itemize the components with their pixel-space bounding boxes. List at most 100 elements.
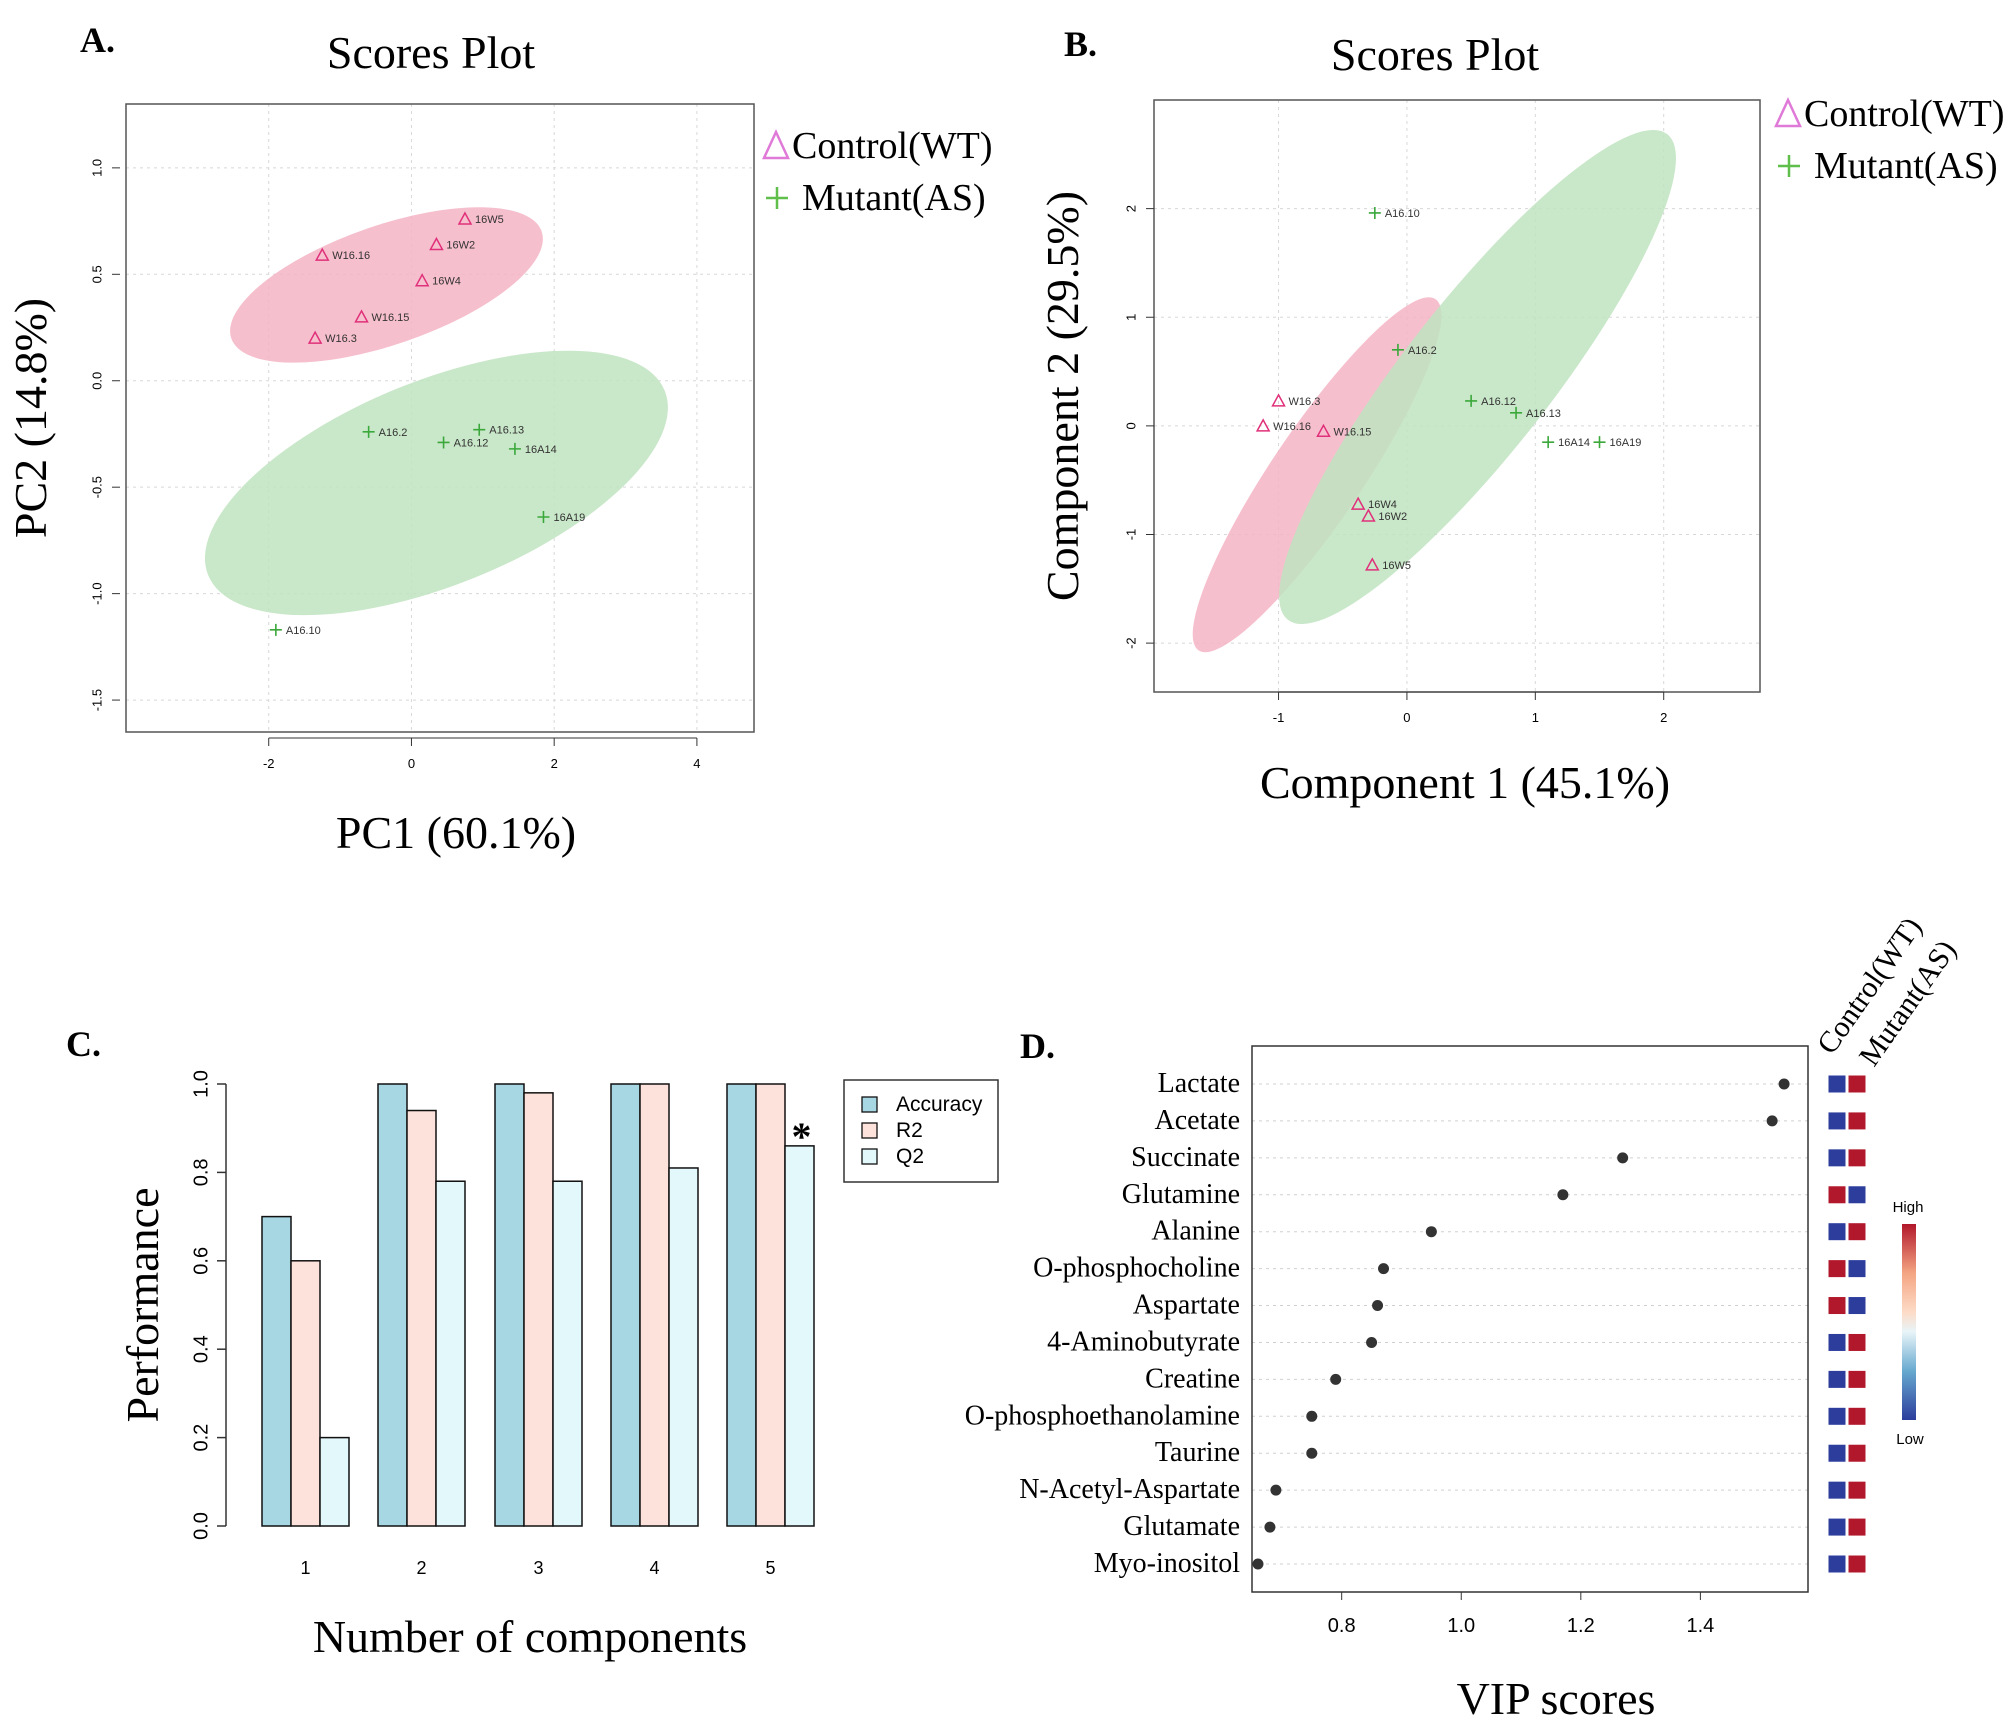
metabolite-label: Glutamate	[1123, 1511, 1240, 1542]
bar-accuracy	[261, 1215, 292, 1527]
mutant-point	[537, 510, 550, 523]
bar-q2	[784, 1145, 815, 1527]
mutant-point	[1368, 206, 1381, 219]
x-axis-title: Number of components	[313, 1611, 747, 1662]
y-tick-label: 0.8	[190, 1158, 212, 1186]
control-point	[1361, 508, 1376, 522]
metabolite-label: O-phosphocholine	[1033, 1253, 1240, 1284]
point-label: W16.15	[372, 312, 410, 324]
metabolite-label: Succinate	[1131, 1142, 1240, 1173]
point-label: 16W5	[475, 214, 504, 226]
bar-accuracy	[494, 1083, 525, 1527]
point-label: 16A19	[553, 512, 585, 524]
legend-label: Control(WT)	[1804, 93, 2005, 135]
y-tick-label: 0.4	[190, 1335, 212, 1363]
bar-r2	[523, 1092, 554, 1527]
control-point	[429, 236, 444, 251]
point-label: A16.10	[1385, 208, 1420, 220]
y-tick-label: -1.0	[89, 582, 104, 604]
control-point	[1255, 418, 1271, 432]
x-tick-label: 0.8	[1328, 1615, 1356, 1637]
point-label: A16.12	[454, 437, 489, 449]
confidence-ellipse	[1279, 129, 1676, 625]
legend-swatch	[861, 1148, 878, 1165]
vip-point	[1264, 1521, 1276, 1533]
heatmap-cell-mutant	[1847, 1185, 1867, 1205]
heatmap-cell-control	[1827, 1148, 1847, 1168]
control-point	[1364, 557, 1380, 571]
legend-label: R2	[896, 1119, 923, 1142]
point-label: A16.2	[379, 427, 408, 439]
heatmap-cell-control	[1827, 1111, 1847, 1131]
x-tick-label: 1.4	[1686, 1615, 1714, 1637]
vip-point	[1425, 1226, 1437, 1238]
legend-triangle-icon	[1774, 97, 1802, 128]
heatmap-cell-control	[1827, 1259, 1847, 1279]
plot-frame	[1251, 1045, 1809, 1593]
heatmap-cell-mutant	[1847, 1517, 1867, 1537]
x-tick-label: 0	[408, 756, 415, 771]
y-tick-label: 2	[1123, 205, 1138, 212]
heatmap-cell-mutant	[1847, 1443, 1867, 1463]
heatmap-cell-mutant	[1847, 1406, 1867, 1426]
bar-accuracy	[610, 1083, 641, 1527]
control-point	[1271, 393, 1286, 407]
colorbar-high-label: High	[1893, 1199, 1924, 1216]
point-label: A16.13	[489, 425, 524, 437]
vip-point	[1372, 1300, 1384, 1312]
metabolite-label: 4-Aminobutyrate	[1047, 1326, 1240, 1357]
vip-point	[1330, 1373, 1342, 1385]
control-point	[1316, 423, 1331, 438]
y-tick-label: 0.0	[190, 1512, 212, 1540]
y-tick-label: 0.5	[89, 265, 104, 283]
bar-accuracy	[377, 1083, 408, 1527]
point-label: 16W4	[432, 276, 461, 288]
vip-point	[1778, 1078, 1790, 1090]
panel-a-label: A.	[80, 20, 115, 60]
x-tick-label: 1	[1532, 710, 1539, 725]
bar-accuracy	[726, 1083, 757, 1527]
point-label: 16A19	[1610, 437, 1642, 449]
x-axis-title: PC1 (60.1%)	[336, 807, 576, 858]
confidence-ellipse	[204, 350, 668, 616]
control-point	[414, 273, 430, 287]
heatmap-cell-mutant	[1847, 1222, 1867, 1242]
control-point	[314, 247, 330, 261]
control-point	[354, 309, 369, 323]
legend-label: Control(WT)	[792, 125, 993, 167]
point-label: A16.13	[1526, 408, 1561, 420]
x-tick-label: 2	[551, 756, 558, 771]
x-tick-label: 4	[649, 1558, 659, 1578]
point-label: A16.2	[1408, 345, 1437, 357]
confidence-ellipse	[230, 207, 543, 363]
x-axis-title: VIP scores	[1457, 1673, 1656, 1724]
bar-r2	[755, 1083, 786, 1527]
x-tick-label: -1	[1273, 710, 1285, 725]
heatmap-cell-control	[1827, 1332, 1847, 1352]
y-tick-label: 1	[1123, 314, 1138, 321]
heatmap-cell-control	[1827, 1517, 1847, 1537]
mutant-point	[1510, 406, 1523, 419]
legend-triangle-icon	[762, 129, 790, 160]
point-label: 16W4	[1368, 499, 1397, 511]
y-tick-label: -2	[1123, 637, 1138, 649]
bar-q2	[319, 1436, 350, 1527]
panel-c-performance-chart: 1 2 3 4 5 0.0 0.2 0.4 0.6 0.8 1.0 * Accuracy R2 Q2 Numb…	[117, 1070, 999, 1662]
heatmap-cell-control	[1827, 1074, 1847, 1094]
y-axis-title: Performance	[117, 1188, 168, 1423]
mutant-point	[1391, 343, 1404, 356]
plot-title: Scores Plot	[327, 27, 536, 78]
heatmap-cell-control	[1827, 1406, 1847, 1426]
vip-point	[1557, 1189, 1569, 1201]
heatmap-cell-control	[1827, 1369, 1847, 1389]
y-tick-label: -1.5	[89, 689, 104, 711]
panel-a-scores-plot: Scores Plot 16W5 16W2 W16.16 16W4 W16.15 W16.3…	[5, 27, 993, 858]
y-tick-label: 1.0	[89, 159, 104, 177]
point-label: W16.16	[1273, 421, 1311, 433]
point-label: W16.15	[1333, 426, 1371, 438]
heatmap-cell-control	[1827, 1554, 1847, 1574]
heatmap-cell-control	[1827, 1185, 1847, 1205]
legend-swatch	[861, 1096, 878, 1113]
